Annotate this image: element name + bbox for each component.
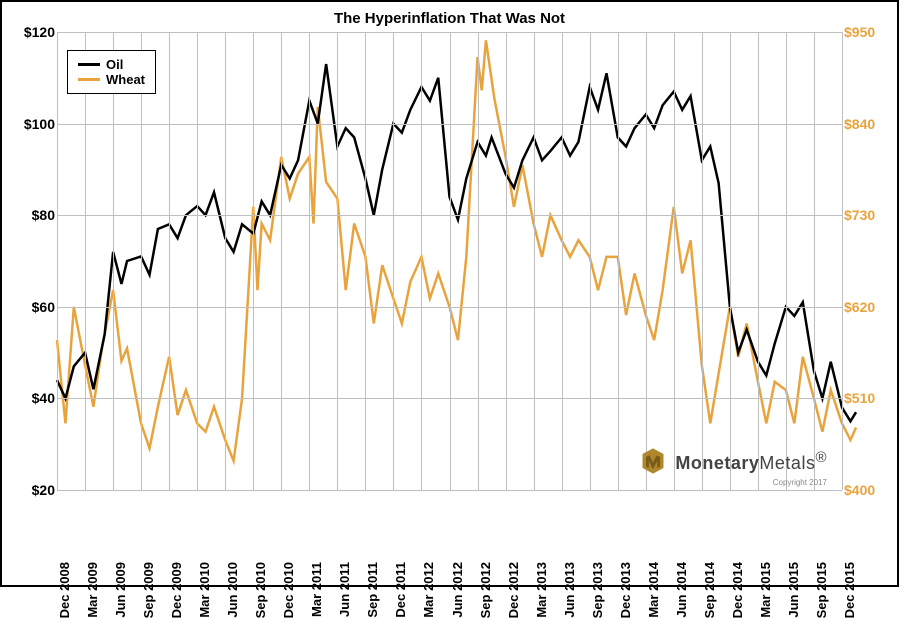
- copyright: Copyright 2017: [773, 478, 827, 487]
- ytick-right: $400: [844, 482, 889, 498]
- xtick: Dec 2011: [393, 562, 408, 618]
- ytick-right: $730: [844, 207, 889, 223]
- xtick: Sep 2014: [702, 562, 717, 618]
- gridline-v: [169, 32, 170, 490]
- y-axis-left: $20$40$60$80$100$120: [10, 32, 55, 490]
- xtick: Mar 2015: [758, 562, 773, 618]
- xtick: Sep 2009: [141, 562, 156, 618]
- gridline-v: [85, 32, 86, 490]
- gridline-v: [393, 32, 394, 490]
- xtick: Dec 2012: [506, 562, 521, 618]
- gridline-v: [421, 32, 422, 490]
- xtick: Mar 2010: [197, 562, 212, 618]
- xtick: Dec 2015: [842, 562, 857, 618]
- xtick: Jun 2014: [674, 562, 689, 618]
- gridline-v: [309, 32, 310, 490]
- gridline-v: [281, 32, 282, 490]
- gridline-v: [674, 32, 675, 490]
- gridline-v: [253, 32, 254, 490]
- legend-label-oil: Oil: [106, 57, 123, 72]
- gridline-v: [786, 32, 787, 490]
- xtick: Dec 2014: [730, 562, 745, 618]
- xtick: Jun 2013: [562, 562, 577, 618]
- xtick: Mar 2013: [534, 562, 549, 618]
- xtick: Sep 2011: [365, 562, 380, 618]
- gridline-v: [590, 32, 591, 490]
- gridline-v: [197, 32, 198, 490]
- xtick: Dec 2009: [169, 562, 184, 618]
- gridline-v: [141, 32, 142, 490]
- ytick-right: $950: [844, 24, 889, 40]
- xtick: Dec 2010: [281, 562, 296, 618]
- ytick-left: $20: [10, 482, 55, 498]
- xtick: Jun 2010: [225, 562, 240, 618]
- xtick: Dec 2013: [618, 562, 633, 618]
- x-axis: Dec 2008Mar 2009Jun 2009Sep 2009Dec 2009…: [57, 492, 842, 577]
- xtick: Jun 2011: [337, 562, 352, 617]
- xtick: Sep 2013: [590, 562, 605, 618]
- logo: MonetaryMetals®: [639, 447, 827, 475]
- gridline-v: [57, 32, 58, 490]
- gridline-v: [842, 32, 843, 490]
- xtick: Mar 2014: [646, 562, 661, 618]
- legend-item-oil: Oil: [78, 57, 145, 72]
- xtick: Mar 2011: [309, 562, 324, 617]
- gridline-v: [646, 32, 647, 490]
- chart: The Hyperinflation That Was Not $20 $40 $6…: [2, 2, 897, 585]
- gridline-v: [506, 32, 507, 490]
- gridline-v: [730, 32, 731, 490]
- xtick: Jun 2009: [113, 562, 128, 618]
- gridline-v: [225, 32, 226, 490]
- legend-swatch-wheat: [78, 78, 100, 81]
- ytick-left: $120: [10, 24, 55, 40]
- xtick: Dec 2008: [57, 562, 72, 618]
- legend-item-wheat: Wheat: [78, 72, 145, 87]
- legend: Oil Wheat: [67, 50, 156, 94]
- logo-text: MonetaryMetals®: [675, 449, 827, 474]
- chart-title: The Hyperinflation That Was Not: [2, 10, 897, 27]
- gridline-v: [337, 32, 338, 490]
- gridline-v: [450, 32, 451, 490]
- ytick-right: $510: [844, 390, 889, 406]
- ytick-left: $40: [10, 390, 55, 406]
- ytick-right: $840: [844, 116, 889, 132]
- ytick-left: $100: [10, 116, 55, 132]
- gridline-v: [365, 32, 366, 490]
- gridline-h: [57, 490, 842, 491]
- gridline-v: [702, 32, 703, 490]
- gridline-v: [618, 32, 619, 490]
- gridline-v: [478, 32, 479, 490]
- xtick: Jun 2015: [786, 562, 801, 618]
- xtick: Sep 2012: [478, 562, 493, 618]
- legend-swatch-oil: [78, 63, 100, 66]
- ytick-right: $620: [844, 299, 889, 315]
- ytick-left: $60: [10, 299, 55, 315]
- gridline-v: [113, 32, 114, 490]
- xtick: Mar 2009: [85, 562, 100, 618]
- xtick: Sep 2015: [814, 562, 829, 618]
- gridline-v: [534, 32, 535, 490]
- xtick: Sep 2010: [253, 562, 268, 618]
- gridline-v: [814, 32, 815, 490]
- ytick-left: $80: [10, 207, 55, 223]
- logo-icon: [639, 447, 667, 475]
- xtick: Mar 2012: [421, 562, 436, 618]
- xtick: Jun 2012: [450, 562, 465, 618]
- gridline-v: [758, 32, 759, 490]
- legend-label-wheat: Wheat: [106, 72, 145, 87]
- series-oil: [57, 64, 856, 421]
- plot-area: [57, 32, 842, 490]
- gridline-v: [562, 32, 563, 490]
